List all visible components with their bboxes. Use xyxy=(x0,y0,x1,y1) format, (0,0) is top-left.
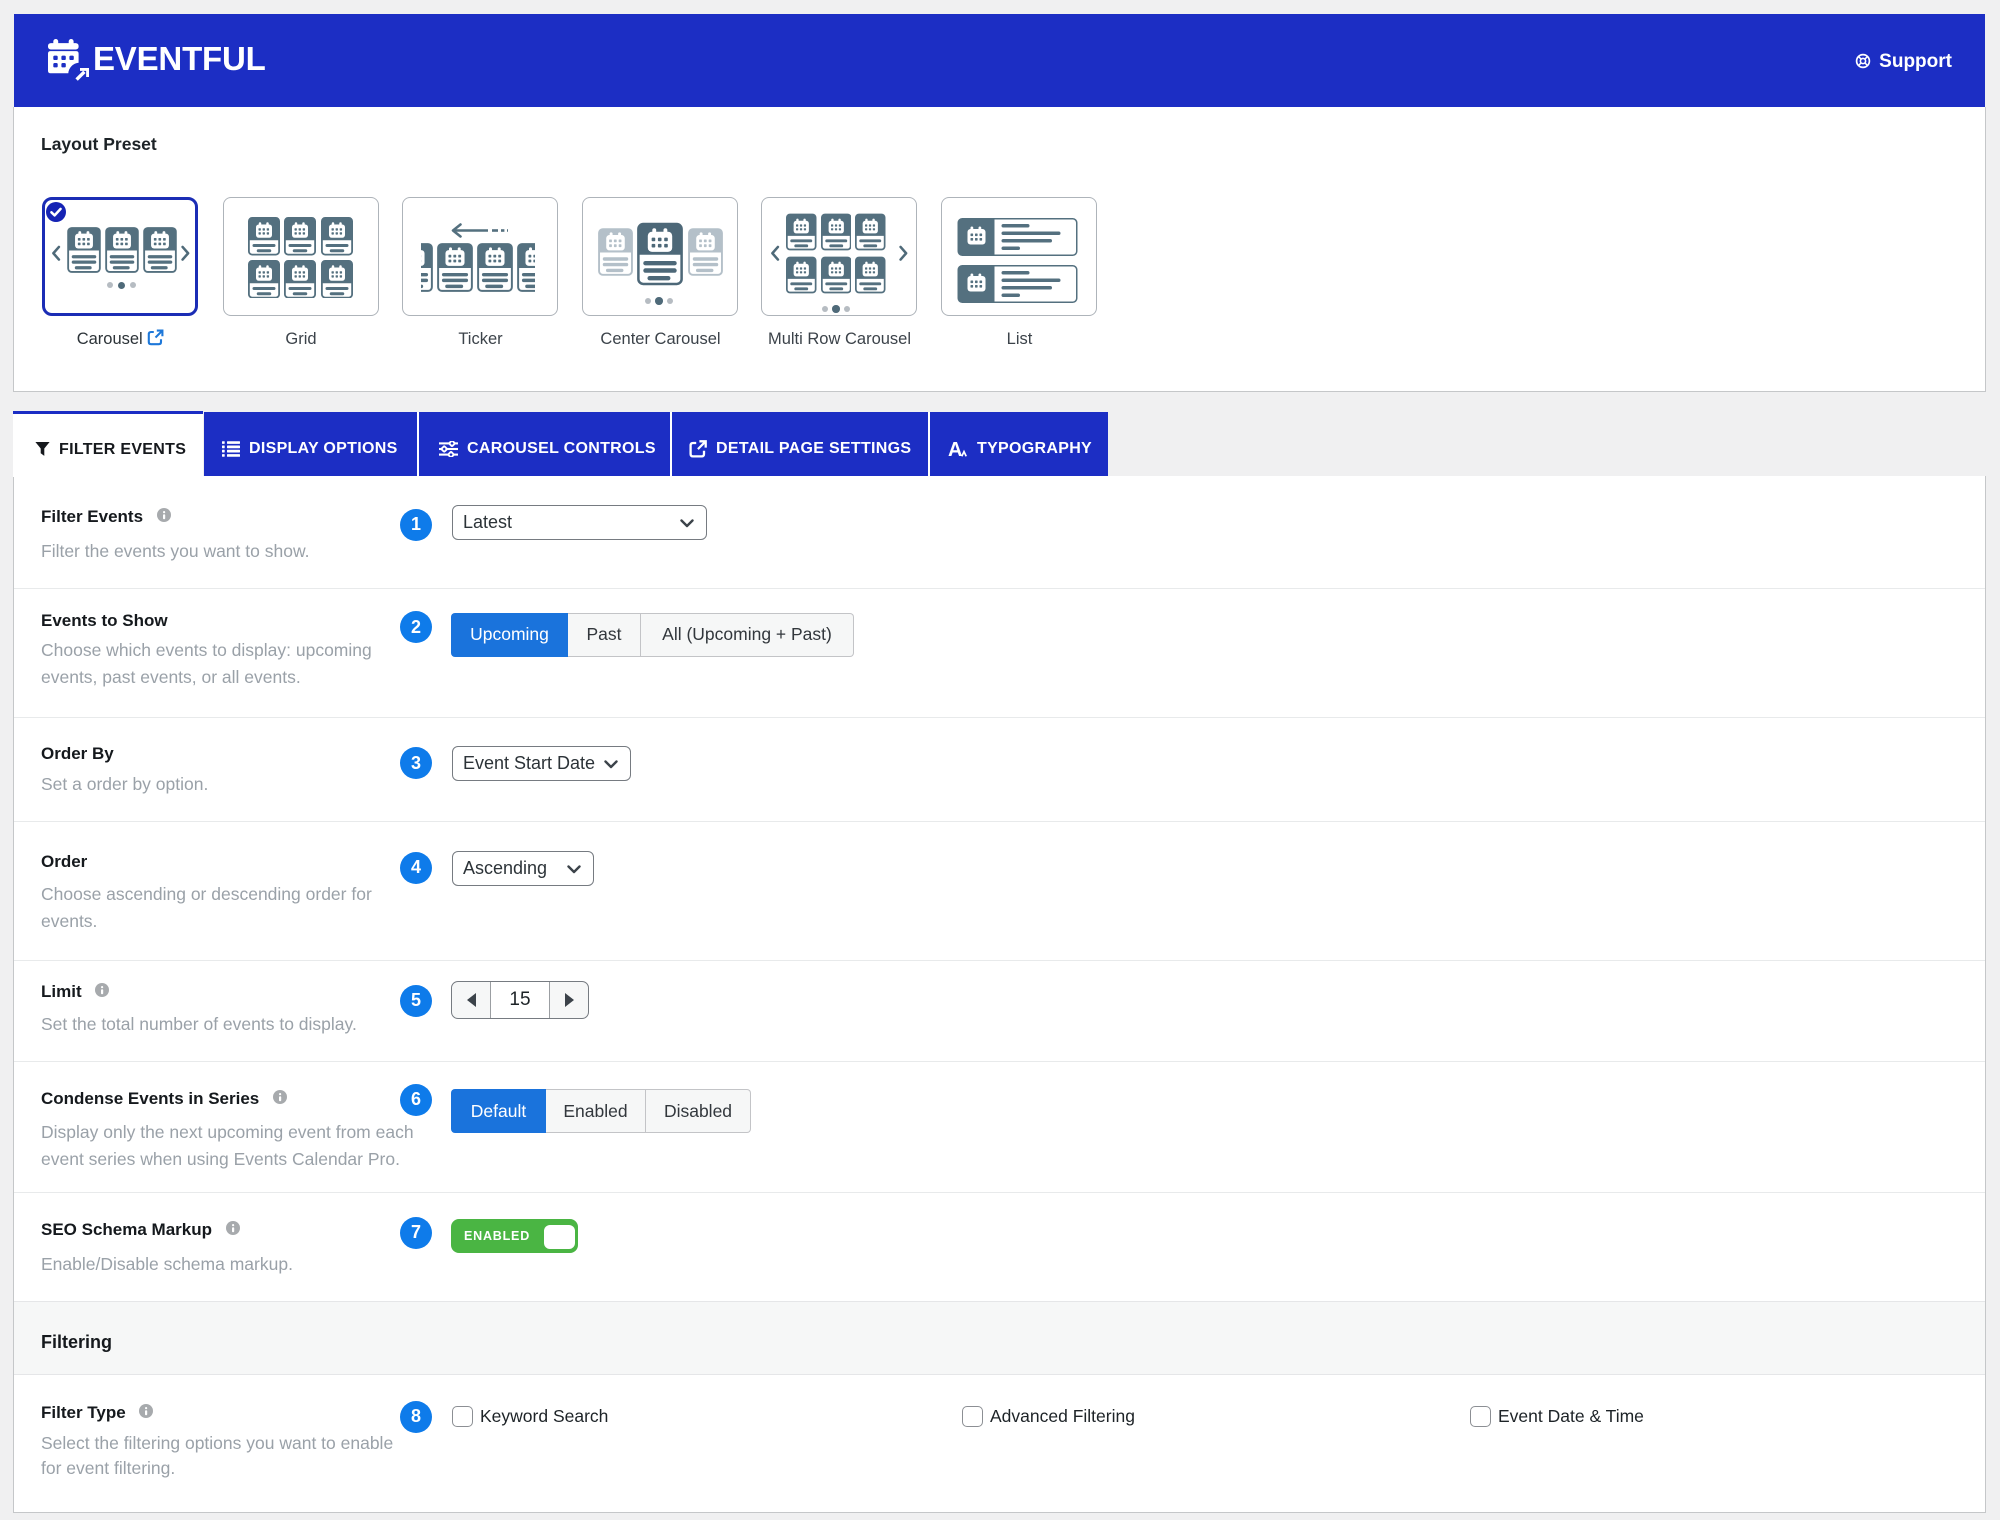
svg-text:A: A xyxy=(948,441,963,457)
